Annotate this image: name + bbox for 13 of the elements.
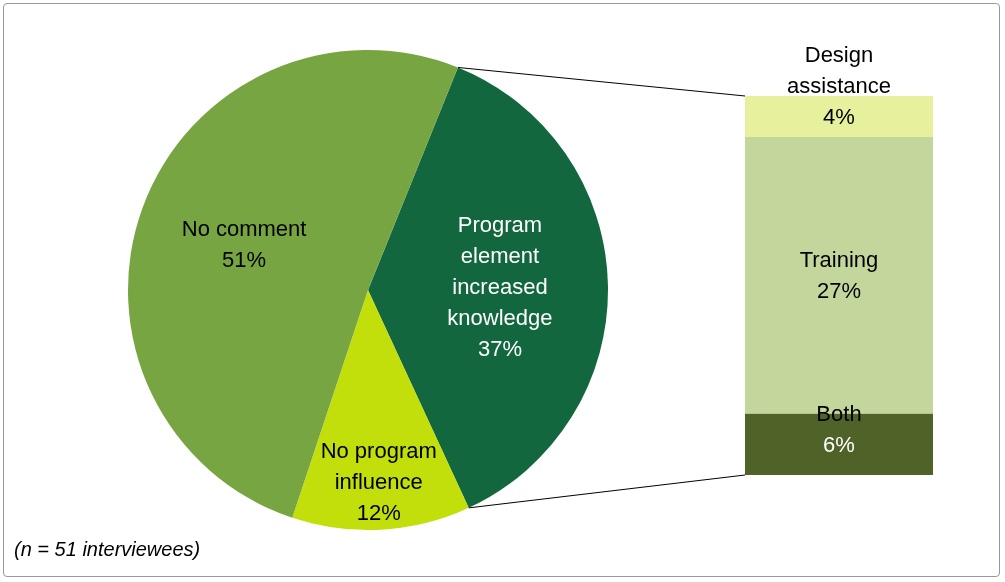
slice-label: No program influence — [320, 438, 437, 495]
text: (n = 51 interviewees) — [14, 538, 201, 561]
data-label: 27% — [816, 278, 862, 304]
data-label: 37% — [477, 336, 522, 362]
data-label: 51% — [222, 247, 267, 273]
slice-label: Program element increased knowledge — [447, 212, 553, 331]
data-label: 6% — [823, 431, 855, 457]
slice-label: No comment — [181, 216, 307, 242]
series-label: Design assistance — [787, 41, 891, 98]
data-label: 4% — [823, 103, 855, 129]
series-label: Training — [799, 247, 879, 273]
series-label: Both — [816, 400, 862, 426]
data-label: 12% — [356, 500, 401, 526]
